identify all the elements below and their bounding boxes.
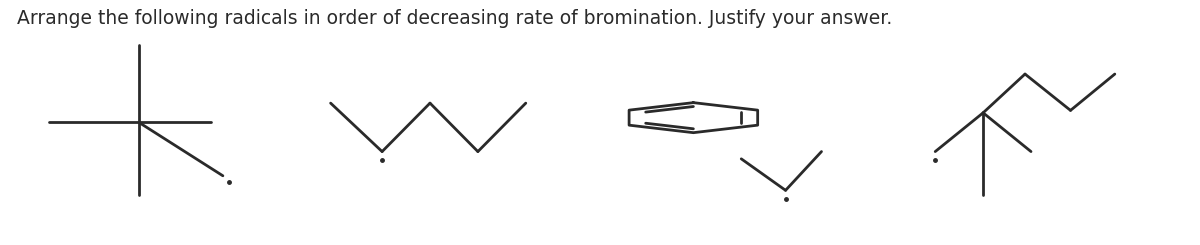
Text: Arrange the following radicals in order of decreasing rate of bromination. Justi: Arrange the following radicals in order … <box>17 9 893 28</box>
